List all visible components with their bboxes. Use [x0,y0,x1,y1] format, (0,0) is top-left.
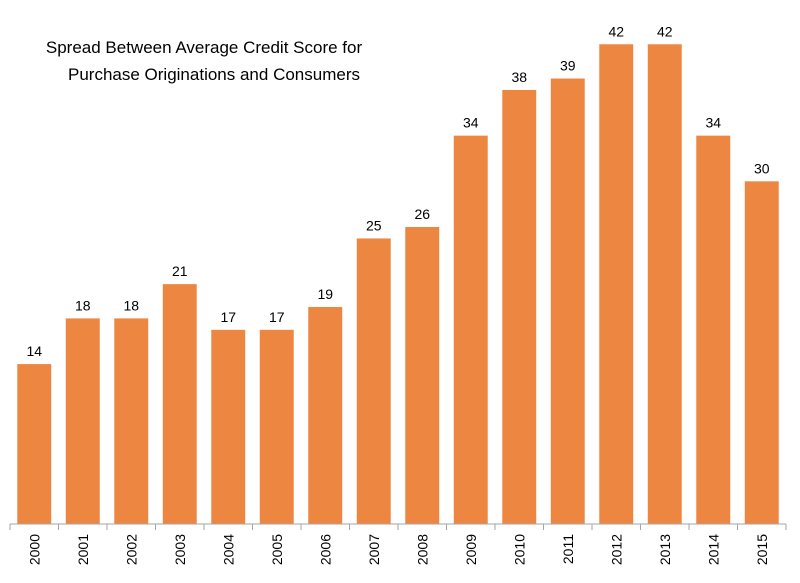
data-label-2013: 42 [657,23,673,39]
bar-2008 [405,227,440,524]
data-label-2009: 34 [463,115,479,131]
x-axis: 2000 2001 2002 2003 2004 2005 2006 2007 2008 2009… [9,523,787,565]
bar-2009 [453,135,488,524]
data-label-2010: 38 [511,69,527,85]
x-tick-label-2001: 2001 [75,534,91,565]
data-label-2015: 30 [754,160,770,176]
x-tick-label-2002: 2002 [123,534,139,565]
bar-2000 [17,364,52,524]
data-label-2006: 19 [317,286,333,302]
x-tick-label-2000: 2000 [26,534,42,565]
bar-2012 [599,44,634,525]
x-tick-label-2004: 2004 [220,534,236,565]
data-label-2007: 25 [366,217,382,233]
bar-2004 [211,329,246,524]
data-labels-group: 14 18 18 21 17 17 19 25 26 34 38 39 42 42 34 30 [26,23,769,359]
x-tick-label-2014: 2014 [705,534,721,565]
data-label-2005: 17 [269,309,285,325]
data-label-2012: 42 [608,23,624,39]
bar-2005 [259,329,294,524]
x-tick-label-2003: 2003 [172,534,188,565]
data-label-2011: 39 [560,58,576,74]
bar-2015 [744,181,779,525]
x-tick-label-2012: 2012 [608,534,624,565]
bar-2002 [114,318,149,524]
bar-2003 [162,284,197,524]
x-tick-label-2007: 2007 [366,534,382,565]
data-label-2001: 18 [75,297,91,313]
bar-2001 [65,318,100,524]
x-tick-label-2013: 2013 [657,534,673,565]
chart-title-line-2: Purchase Originations and Consumers [68,65,360,84]
data-label-2014: 34 [705,115,721,131]
x-tick-label-2015: 2015 [754,534,770,565]
x-tick-label-2009: 2009 [463,534,479,565]
x-tick-label-2010: 2010 [511,534,527,565]
x-tick-label-2006: 2006 [317,534,333,565]
data-label-2000: 14 [26,343,42,359]
data-label-2008: 26 [414,206,430,222]
bar-2011 [550,78,585,525]
bar-2010 [502,89,537,524]
chart-title-line-1: Spread Between Average Credit Score for [46,38,363,57]
x-tick-label-2011: 2011 [560,534,576,564]
x-tick-label-2008: 2008 [414,534,430,565]
bars-group [17,44,779,525]
bar-2014 [696,135,731,524]
data-label-2004: 17 [220,309,236,325]
data-label-2002: 18 [123,297,139,313]
bar-2007 [356,238,391,524]
x-tick-label-2005: 2005 [269,534,285,565]
bar-2006 [308,306,343,524]
bar-2013 [647,44,682,525]
data-label-2003: 21 [172,263,188,279]
